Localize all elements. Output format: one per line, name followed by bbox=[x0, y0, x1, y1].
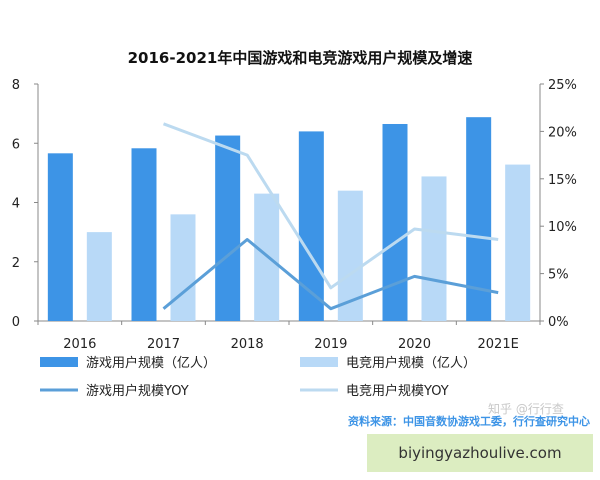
x-tick-label: 2019 bbox=[314, 337, 347, 352]
line-series-group bbox=[162, 122, 499, 311]
y-tick-label-left: 8 bbox=[12, 78, 20, 93]
y-axis-left: 0 2 4 6 8 bbox=[12, 78, 39, 330]
bar bbox=[382, 123, 408, 322]
url-banner bbox=[367, 434, 593, 472]
series-line bbox=[162, 122, 499, 290]
bar bbox=[505, 164, 531, 321]
legend-label: 电竞用户规模（亿人） bbox=[346, 355, 476, 371]
bar bbox=[421, 176, 447, 321]
y-tick-label-right: 0% bbox=[548, 315, 569, 330]
y-tick-label-right: 15% bbox=[548, 173, 577, 188]
bar bbox=[47, 153, 73, 321]
bar-series-group bbox=[47, 117, 531, 322]
legend-label: 游戏用户规模YOY bbox=[86, 383, 189, 399]
legend-swatch bbox=[40, 357, 78, 367]
legend-swatch bbox=[300, 357, 338, 367]
y-axis-right: 0% 5% 10% 15% 20% 25% bbox=[539, 78, 577, 330]
x-axis: 2016 2017 2018 2019 2020 2021E bbox=[37, 320, 541, 352]
bar bbox=[131, 148, 157, 321]
source-note: 资料来源：中国音数协游戏工委，行行查研究中心 bbox=[348, 414, 590, 428]
y-tick-label-left: 2 bbox=[12, 256, 20, 271]
y-tick-label-right: 25% bbox=[548, 78, 577, 93]
legend-label: 游戏用户规模（亿人） bbox=[86, 355, 216, 371]
watermark: 知乎 @行行查 bbox=[488, 402, 564, 416]
bar bbox=[215, 135, 241, 321]
y-tick-label-left: 4 bbox=[12, 197, 20, 212]
legend: 游戏用户规模（亿人） 电竞用户规模（亿人） 游戏用户规模YOY 电竞用户规模YOY bbox=[40, 355, 476, 399]
y-tick-label-right: 20% bbox=[548, 125, 577, 140]
y-tick-label-right: 5% bbox=[548, 268, 569, 283]
y-tick-label-left: 0 bbox=[12, 315, 20, 330]
bar bbox=[298, 131, 324, 321]
x-tick-label: 2018 bbox=[231, 337, 264, 352]
y-tick-label-right: 10% bbox=[548, 220, 577, 235]
legend-label: 电竞用户规模YOY bbox=[346, 383, 449, 399]
x-tick-label: 2016 bbox=[63, 337, 96, 352]
x-tick-label: 2020 bbox=[398, 337, 431, 352]
x-tick-label: 2021E bbox=[478, 337, 519, 352]
bar bbox=[86, 232, 112, 321]
chart-title: 2016-2021年中国游戏和电竞游戏用户规模及增速 bbox=[128, 49, 473, 67]
bar bbox=[170, 214, 196, 321]
y-tick-label-left: 6 bbox=[12, 137, 20, 152]
url-banner-text: biyingyazhoulive.com bbox=[398, 444, 561, 462]
series-line bbox=[162, 238, 499, 311]
x-tick-label: 2017 bbox=[147, 337, 180, 352]
